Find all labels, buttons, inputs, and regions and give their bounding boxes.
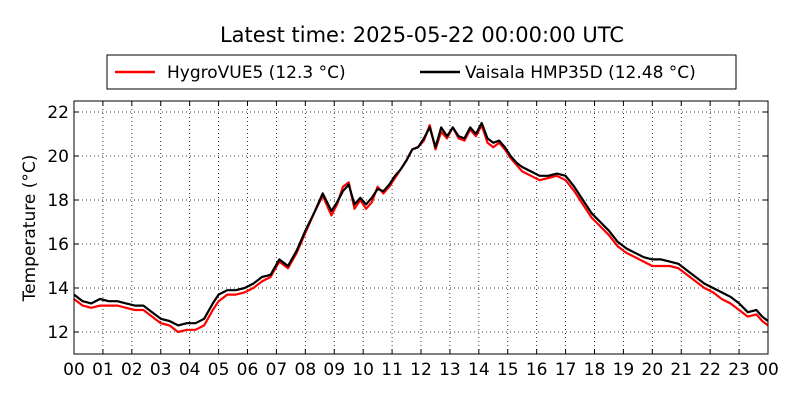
x-tick-label: 17 <box>555 360 577 380</box>
x-tick-label: 16 <box>526 360 548 380</box>
x-tick-label: 00 <box>63 360 85 380</box>
y-tick-label: 16 <box>47 235 69 255</box>
x-tick-label: 19 <box>613 360 635 380</box>
x-tick-label: 00 <box>757 360 779 380</box>
legend-label-vaisala: Vaisala HMP35D (12.48 °C) <box>465 63 696 83</box>
x-tick-label: 10 <box>352 360 374 380</box>
x-tick-label: 21 <box>670 360 692 380</box>
series-line-vaisala <box>73 121 769 327</box>
x-tick-label: 07 <box>266 360 288 380</box>
x-tick-label: 08 <box>295 360 317 380</box>
x-tick-label: 11 <box>381 360 403 380</box>
y-tick-label: 20 <box>47 147 69 167</box>
series-line-hygrovue5 <box>73 124 769 334</box>
x-tick-label: 15 <box>497 360 519 380</box>
x-tick-label: 20 <box>642 360 664 380</box>
y-axis: 12 14 16 18 20 22 <box>47 103 768 343</box>
x-tick-label: 06 <box>237 360 259 380</box>
x-tick-label: 01 <box>92 360 114 380</box>
y-tick-label: 12 <box>47 323 69 343</box>
x-tick-label: 22 <box>699 360 721 380</box>
y-tick-label: 18 <box>47 191 69 211</box>
y-axis-label: Temperature (°C) <box>20 155 40 303</box>
y-tick-label: 22 <box>47 103 69 123</box>
x-tick-label: 23 <box>728 360 750 380</box>
x-tick-label: 02 <box>121 360 143 380</box>
plot-frame <box>73 100 769 355</box>
x-tick-label: 14 <box>468 360 490 380</box>
y-tick-label: 14 <box>47 279 69 299</box>
x-tick-label: 03 <box>150 360 172 380</box>
x-tick-label: 05 <box>208 360 230 380</box>
chart-title: Latest time: 2025-05-22 00:00:00 UTC <box>220 23 624 47</box>
x-axis: 00 01 02 03 04 05 06 07 08 09 10 11 12 13 14 15 16 17 18 19… <box>63 101 779 380</box>
legend: HygroVUE5 (12.3 °C) Vaisala HMP35D (12.4… <box>106 54 737 90</box>
x-tick-label: 12 <box>410 360 432 380</box>
legend-label-hygrovue5: HygroVUE5 (12.3 °C) <box>167 63 346 83</box>
series-lines <box>73 121 769 334</box>
x-tick-label: 09 <box>323 360 345 380</box>
x-tick-label: 18 <box>584 360 606 380</box>
gridlines <box>74 101 768 354</box>
x-tick-label: 13 <box>439 360 461 380</box>
x-tick-label: 04 <box>179 360 201 380</box>
